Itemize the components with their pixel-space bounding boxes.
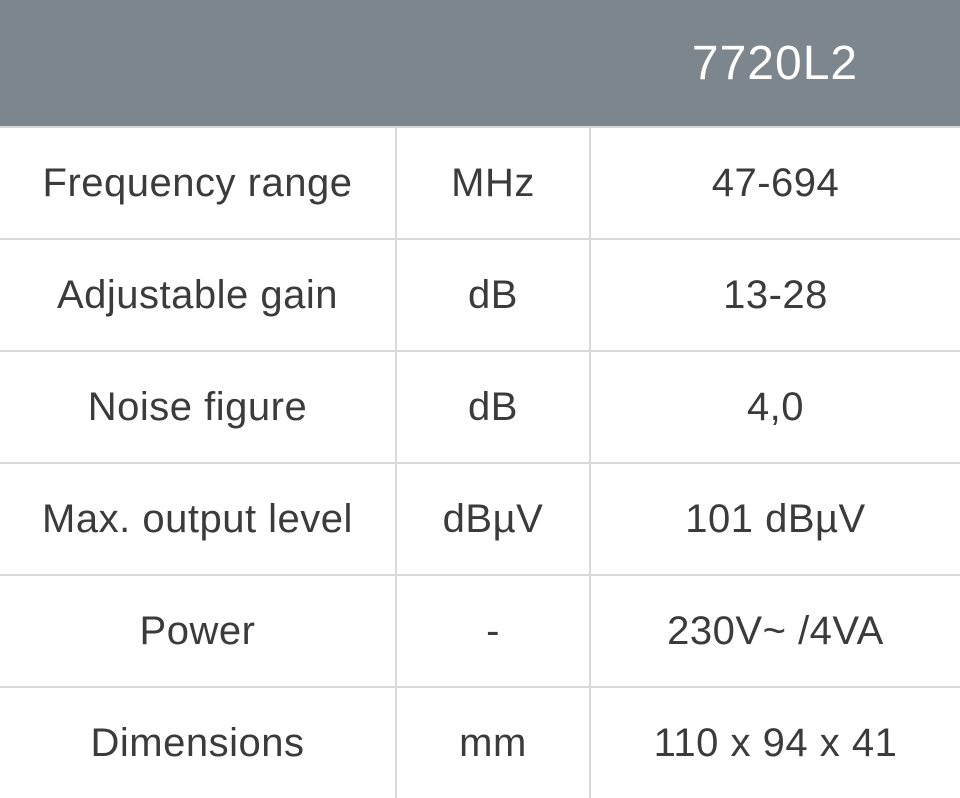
param-cell: Max. output level [0,463,396,575]
header-blank [0,0,590,127]
header-model: 7720L2 [590,0,960,127]
table-row: Dimensions mm 110 x 94 x 41 [0,687,960,798]
value-cell: 47-694 [590,127,960,239]
value-cell: 101 dBµV [590,463,960,575]
unit-cell: - [396,575,590,687]
unit-cell: mm [396,687,590,798]
param-cell: Noise figure [0,351,396,463]
value-cell: 230V~ /4VA [590,575,960,687]
param-cell: Dimensions [0,687,396,798]
table-row: Frequency range MHz 47-694 [0,127,960,239]
table-row: Adjustable gain dB 13-28 [0,239,960,351]
param-cell: Adjustable gain [0,239,396,351]
unit-cell: dBµV [396,463,590,575]
table-row: Noise figure dB 4,0 [0,351,960,463]
unit-cell: dB [396,351,590,463]
param-cell: Frequency range [0,127,396,239]
value-cell: 4,0 [590,351,960,463]
header-row: 7720L2 [0,0,960,127]
unit-cell: MHz [396,127,590,239]
param-cell: Power [0,575,396,687]
table-row: Power - 230V~ /4VA [0,575,960,687]
table-row: Max. output level dBµV 101 dBµV [0,463,960,575]
value-cell: 13-28 [590,239,960,351]
value-cell: 110 x 94 x 41 [590,687,960,798]
spec-table-body: Frequency range MHz 47-694 Adjustable ga… [0,127,960,798]
unit-cell: dB [396,239,590,351]
spec-table: 7720L2 Frequency range MHz 47-694 Adjust… [0,0,960,798]
